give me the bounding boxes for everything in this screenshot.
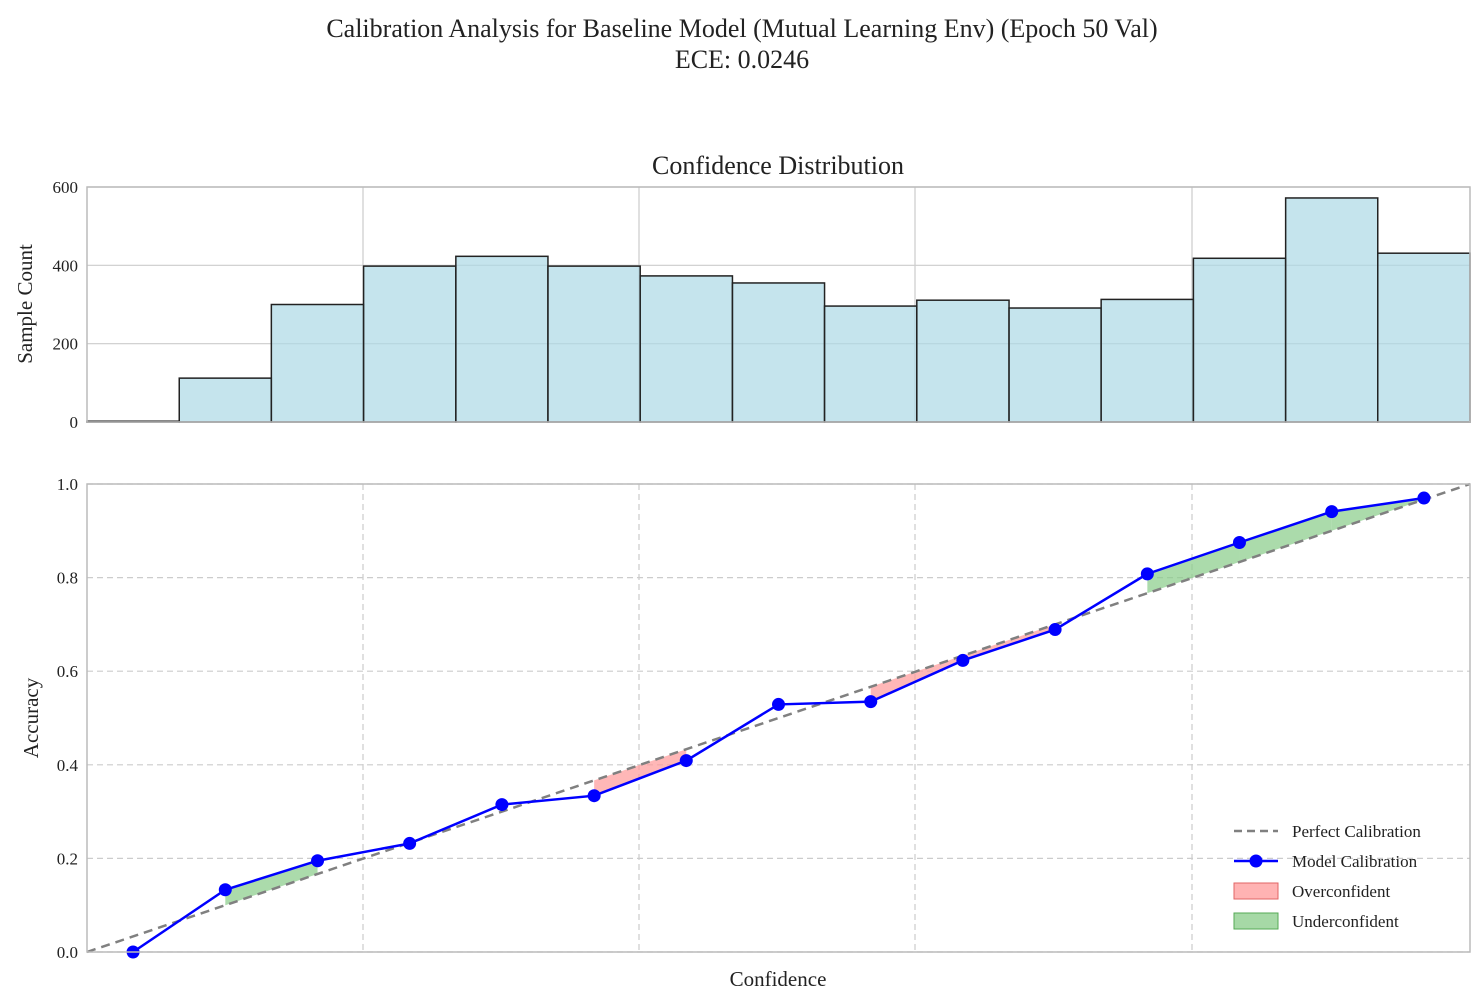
figure-subtitle-ece: ECE: 0.0246 xyxy=(675,45,809,74)
histogram-y-tick-label: 200 xyxy=(53,335,79,354)
reliability-y-tick-label: 0.6 xyxy=(57,662,78,681)
histogram-bar xyxy=(270,303,365,423)
reliability-y-tick-label: 0.0 xyxy=(57,943,78,962)
model-calibration-point xyxy=(1325,505,1339,519)
histogram-y-tick-label: 600 xyxy=(53,178,79,197)
reliability-y-tick-label: 1.0 xyxy=(57,475,78,494)
histogram-y-ticks: 0 200 400 600 xyxy=(53,178,79,432)
histogram-bar xyxy=(1008,307,1102,423)
legend-swatch-underconfident xyxy=(1233,912,1279,930)
legend-label-perfect: Perfect Calibration xyxy=(1292,822,1421,841)
underconfident-region xyxy=(1147,542,1240,594)
histogram-bar xyxy=(916,299,1010,423)
model-calibration-point xyxy=(1232,536,1246,549)
legend-item-model-calibration: Model Calibration xyxy=(1234,852,1418,871)
histogram-y-tick-label: 400 xyxy=(53,256,79,275)
reliability-diagram-panel: 0.0 0.2 0.4 0.6 0.8 1.0 Accuracy Confidence P… xyxy=(19,475,1471,991)
histogram-bar xyxy=(731,282,826,423)
histogram-bar xyxy=(455,255,549,423)
model-calibration-point xyxy=(587,789,601,803)
reliability-grid xyxy=(87,483,1470,953)
underconfident-region xyxy=(1239,511,1332,563)
confidence-distribution-panel: Confidence Distribution 0 200 400 600 Sampl… xyxy=(13,151,1471,432)
overconfident-region xyxy=(594,749,687,796)
histogram-bar xyxy=(178,377,273,423)
histogram-frame xyxy=(86,186,1471,423)
legend-item-overconfident: Overconfident xyxy=(1233,882,1390,901)
perfect-calibration-line xyxy=(86,482,1471,954)
reliability-x-axis-label: Confidence xyxy=(730,967,827,991)
histogram-bar xyxy=(823,305,918,423)
legend-label-underconfident: Underconfident xyxy=(1292,912,1399,931)
legend-label-overconfident: Overconfident xyxy=(1292,882,1390,901)
figure-title: Calibration Analysis for Baseline Model … xyxy=(326,14,1157,43)
model-calibration-point xyxy=(1417,491,1431,505)
reliability-y-tick-label: 0.2 xyxy=(57,849,78,868)
legend-swatch-overconfident xyxy=(1233,882,1279,900)
histogram-bars xyxy=(86,197,1471,423)
reliability-y-axis-label: Accuracy xyxy=(19,677,43,758)
reliability-y-ticks: 0.0 0.2 0.4 0.6 0.8 1.0 xyxy=(57,475,79,962)
legend-item-perfect-calibration: Perfect Calibration xyxy=(1234,822,1421,841)
model-calibration-markers xyxy=(126,491,1431,959)
histogram-bar xyxy=(639,275,734,423)
reliability-y-tick-label: 0.8 xyxy=(57,569,78,588)
model-calibration-point xyxy=(679,754,693,768)
legend-label-model: Model Calibration xyxy=(1292,852,1418,871)
histogram-bar xyxy=(362,265,457,423)
model-calibration-point xyxy=(311,854,325,868)
model-calibration-point xyxy=(956,653,970,667)
histogram-y-tick-label: 0 xyxy=(70,413,79,432)
model-calibration-point xyxy=(1048,623,1062,637)
histogram-y-axis-label: Sample Count xyxy=(13,244,37,364)
histogram-bar xyxy=(1377,252,1471,423)
histogram-bar xyxy=(1192,257,1287,423)
legend-swatch-model-marker xyxy=(1249,854,1263,868)
histogram-bar xyxy=(1284,197,1379,423)
reliability-frame xyxy=(86,483,1471,953)
histogram-title: Confidence Distribution xyxy=(652,151,904,180)
model-calibration-point xyxy=(218,883,232,897)
legend-item-underconfident: Underconfident xyxy=(1233,912,1399,931)
underconfident-region xyxy=(225,860,318,906)
model-calibration-point xyxy=(864,695,878,709)
model-calibration-point xyxy=(772,697,785,711)
legend: Perfect Calibration Model Calibration Ov… xyxy=(1233,822,1421,931)
model-calibration-point xyxy=(403,836,417,850)
histogram-bar xyxy=(547,265,641,423)
model-calibration-point xyxy=(1140,567,1154,581)
reliability-y-tick-label: 0.4 xyxy=(57,756,79,775)
model-calibration-point xyxy=(495,798,509,812)
histogram-bar xyxy=(1100,298,1195,423)
